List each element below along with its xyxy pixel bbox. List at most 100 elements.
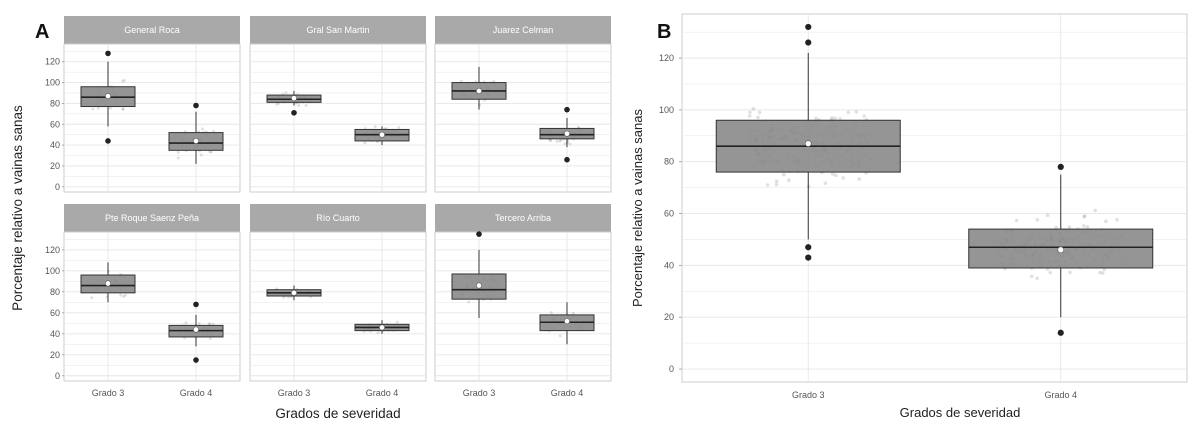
jitter-point [176, 156, 180, 160]
jitter-point [834, 173, 838, 178]
box-mean [105, 93, 112, 100]
jitter-point [121, 107, 125, 111]
y-tick-label: 120 [45, 57, 60, 67]
jitter-point [1082, 215, 1086, 219]
x-tick-label: Grado 3 [463, 388, 496, 398]
jitter-point [751, 107, 756, 111]
jitter-point [108, 106, 112, 110]
jitter-point [199, 153, 203, 157]
panel-b-plot-area [681, 13, 1188, 383]
facet-panel: Gral San Martin [249, 16, 427, 193]
jitter-point [854, 110, 859, 114]
jitter-point [184, 321, 188, 325]
panel-b-x-axis-title: Grados de severidad [900, 405, 1021, 420]
jitter-point [376, 331, 380, 335]
jitter-point [555, 139, 559, 143]
jitter-point [201, 127, 204, 131]
jitter-point [1029, 274, 1034, 279]
jitter-point [90, 296, 94, 300]
y-tick-label: 40 [50, 329, 60, 339]
jitter-point [1014, 218, 1019, 223]
jitter-point [208, 322, 212, 326]
x-tick-label: Grado 4 [366, 388, 399, 398]
y-tick-label: 100 [45, 266, 60, 276]
jitter-point [96, 106, 100, 110]
jitter-point [1054, 225, 1058, 230]
box-outlier [105, 138, 111, 144]
facet-panels: General Roca 0 20 40 60 80 100 120 Gral San Mart… [45, 16, 612, 398]
jitter-point [571, 311, 575, 315]
jitter-point [91, 107, 95, 111]
box-mean [193, 137, 200, 144]
jitter-point [397, 126, 401, 130]
jitter-point [212, 129, 216, 133]
panel-b-plot: 0 20 40 60 80 100 120 Grado 3 Grado 4 [659, 13, 1188, 400]
facet-plot-area [63, 231, 241, 382]
box-outlier [193, 301, 199, 308]
jitter-point [846, 110, 851, 115]
box-mean [105, 280, 112, 287]
jitter-point [747, 114, 752, 118]
box-outlier [193, 357, 199, 363]
panel-a-x-axis-title: Grados de severidad [275, 406, 400, 421]
y-tick-label: 20 [664, 312, 674, 322]
box-outlier [805, 244, 812, 251]
jitter-point [297, 104, 301, 107]
jitter-point [1082, 224, 1086, 228]
jitter-point [1115, 217, 1119, 222]
jitter-point [833, 116, 838, 121]
box-mean [804, 140, 812, 147]
panel-b-y-axis-title: Porcentaje relativo a vainas sanas [630, 109, 645, 308]
box-mean [378, 324, 385, 331]
y-tick-label: 80 [664, 157, 674, 167]
facet-title: General Roca [124, 25, 180, 35]
box-mean [475, 282, 482, 289]
facet-strip [435, 204, 611, 232]
box-outlier [805, 23, 812, 31]
panel-a-letter: A [35, 21, 49, 43]
jitter-point [1035, 218, 1040, 222]
jitter-point [373, 125, 377, 129]
y-tick-label: 0 [669, 364, 674, 374]
facet-plot-area [249, 43, 427, 193]
jitter-point [1100, 271, 1105, 275]
jitter-point [363, 141, 367, 145]
jitter-point [1068, 270, 1072, 275]
jitter-point [748, 110, 752, 115]
box-outlier [1057, 329, 1064, 336]
jitter-point [197, 321, 201, 325]
y-tick-label: 120 [45, 245, 60, 255]
jitter-point [857, 177, 861, 181]
y-tick-label: 100 [659, 105, 674, 115]
jitter-point [757, 110, 762, 115]
jitter-point [1093, 208, 1097, 213]
jitter-point [1045, 213, 1050, 217]
x-tick-label: Grado 4 [1044, 390, 1077, 400]
jitter-point [467, 300, 471, 304]
panel-b-letter: B [657, 21, 671, 43]
facet-strip [64, 16, 240, 44]
facet-strip [250, 16, 426, 44]
facet-title: Gral San Martin [306, 25, 369, 35]
box-outlier [564, 156, 570, 163]
jitter-point [823, 181, 828, 185]
jitter-point [209, 150, 213, 154]
jitter-point [122, 295, 126, 298]
y-tick-label: 100 [45, 78, 60, 88]
jitter-point [830, 172, 835, 176]
facet-panel: Juarez Celman [434, 16, 612, 193]
jitter-point [284, 91, 288, 95]
jitter-point [577, 125, 580, 129]
jitter-point [304, 104, 308, 107]
jitter-point [558, 334, 562, 338]
y-tick-label: 80 [50, 287, 60, 297]
box-outlier [805, 39, 812, 46]
box-outlier [105, 50, 111, 57]
facet-strip [64, 204, 240, 232]
jitter-point [275, 102, 279, 106]
x-tick-label: Grado 4 [551, 388, 584, 398]
box-outlier [291, 109, 297, 116]
y-tick-label: 120 [659, 53, 674, 63]
box-mean [378, 131, 385, 138]
